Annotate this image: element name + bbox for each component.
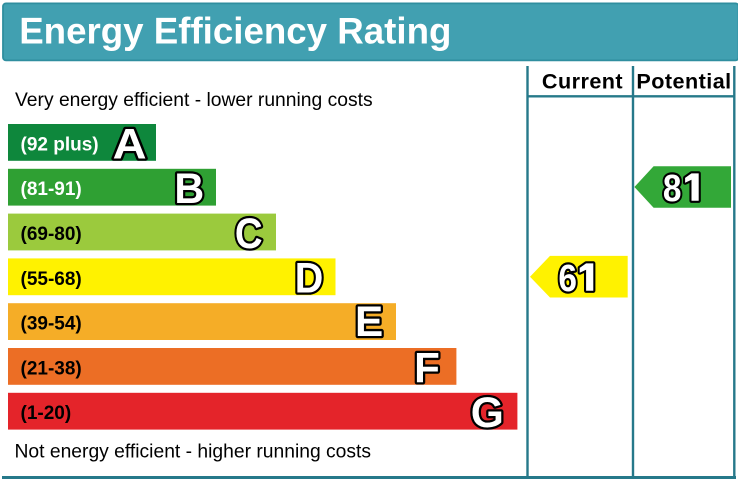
svg-text:F: F (414, 344, 440, 393)
svg-text:C: C (235, 209, 263, 258)
svg-text:(55-68): (55-68) (21, 269, 82, 290)
svg-text:(81-91): (81-91) (21, 179, 82, 200)
svg-text:D: D (295, 254, 324, 302)
svg-text:Potential: Potential (636, 69, 731, 94)
svg-text:Not energy efficient - higher: Not energy efficient - higher running co… (15, 442, 372, 463)
svg-text:A: A (113, 119, 147, 168)
svg-text:B: B (174, 164, 204, 212)
svg-text:(92 plus): (92 plus) (21, 134, 99, 155)
svg-text:8: 8 (663, 167, 682, 210)
svg-text:(1-20): (1-20) (21, 403, 72, 424)
svg-text:E: E (355, 297, 383, 345)
svg-text:(69-80): (69-80) (21, 224, 82, 245)
svg-text:G: G (471, 389, 504, 437)
svg-text:(21-38): (21-38) (21, 358, 82, 379)
svg-text:Very energy efficient - lower: Very energy efficient - lower running co… (15, 90, 373, 111)
svg-text:6: 6 (558, 257, 577, 300)
svg-text:Energy Efficiency Rating: Energy Efficiency Rating (19, 11, 451, 52)
svg-text:Current: Current (542, 69, 623, 94)
svg-text:(39-54): (39-54) (21, 314, 82, 335)
